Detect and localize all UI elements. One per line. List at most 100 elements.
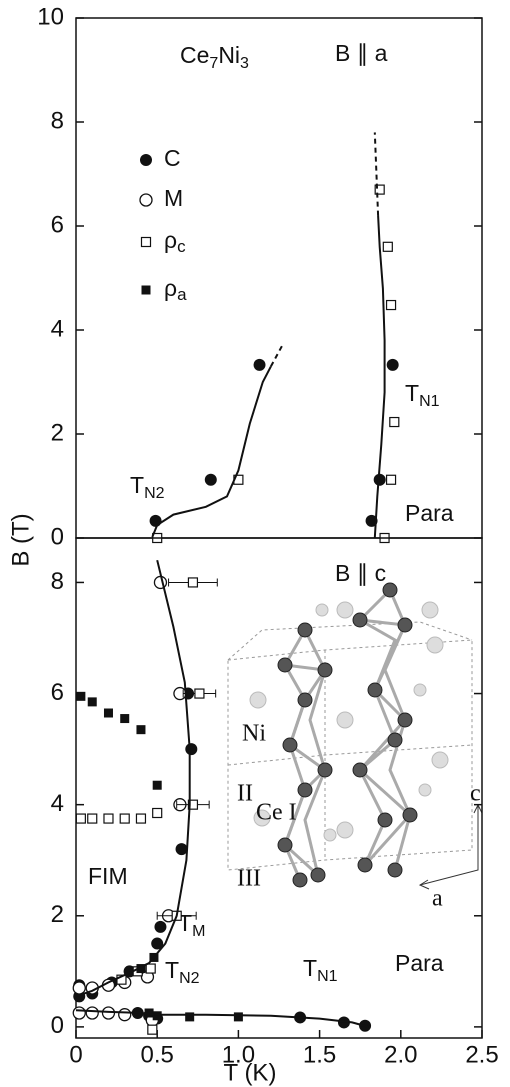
subtitle: B ∥ a — [335, 40, 388, 66]
legend-label: ρa — [164, 275, 187, 304]
data-point — [88, 814, 97, 823]
inset-label: a — [432, 886, 443, 912]
y-axis-label: B (T) — [7, 513, 34, 566]
inset-label: III — [237, 866, 261, 892]
data-point — [73, 1007, 85, 1019]
chart-title: Ce7Ni3 — [180, 42, 249, 72]
data-point — [387, 301, 396, 310]
data-point — [154, 921, 166, 933]
annotation-sub: M — [192, 923, 205, 940]
data-point — [390, 418, 399, 427]
x-tick-label: 0 — [69, 1041, 82, 1068]
data-point — [387, 475, 396, 484]
x-tick-label: 2.5 — [465, 1041, 498, 1068]
inset-label: Ni — [242, 721, 266, 747]
data-point — [205, 474, 217, 486]
chart-title-sub: 3 — [240, 55, 249, 72]
data-point — [150, 515, 162, 527]
legend-marker — [142, 286, 151, 295]
y-tick-label: 0 — [51, 1012, 64, 1039]
y-tick-label: 6 — [51, 211, 64, 238]
y-tick-label: 8 — [51, 107, 64, 134]
data-point — [195, 689, 204, 698]
annotation: Para — [405, 500, 454, 526]
data-point — [254, 359, 266, 371]
y-tick-label: 2 — [51, 901, 64, 928]
phase-line — [375, 132, 378, 215]
phase-line — [152, 366, 271, 537]
data-point — [148, 1025, 157, 1034]
data-point — [188, 578, 197, 587]
data-point — [383, 242, 392, 251]
data-point — [73, 982, 85, 994]
y-tick-label: 0 — [51, 523, 64, 550]
data-point — [88, 697, 97, 706]
data-point — [104, 709, 113, 718]
plot-frame — [76, 18, 482, 538]
legend-label: M — [164, 185, 183, 211]
x-tick-label: 1.5 — [303, 1041, 336, 1068]
data-point — [153, 1011, 162, 1020]
crystal-inset — [228, 583, 482, 889]
annotation: TN1 — [303, 955, 338, 985]
y-tick-label: 8 — [51, 568, 64, 595]
data-point — [136, 725, 145, 734]
y-tick-label: 6 — [51, 679, 64, 706]
annotation-part: FIM — [88, 863, 128, 889]
y-tick-label: 4 — [51, 315, 64, 342]
inset-label: Ce I — [256, 800, 297, 826]
data-point — [120, 714, 129, 723]
chart-title-part: Ce — [180, 42, 209, 68]
annotation: TN2 — [165, 957, 200, 987]
annotation: TM — [178, 910, 205, 940]
annotation-sub: N1 — [317, 968, 338, 985]
annotation: TN1 — [405, 380, 440, 410]
phase-line — [271, 346, 282, 367]
legend-marker — [140, 194, 152, 206]
data-point — [387, 359, 399, 371]
chart-title-part: Ni — [218, 42, 240, 68]
inset-label: II — [237, 781, 253, 807]
annotation-part: Para — [405, 500, 454, 526]
annotation: Para — [395, 950, 444, 976]
legend-marker — [142, 238, 151, 247]
annotation-sub: N2 — [144, 485, 165, 502]
annotation: TN2 — [130, 472, 165, 502]
phase-line — [76, 560, 190, 996]
annotation-part: T — [165, 957, 179, 983]
legend-marker — [140, 154, 152, 166]
legend-label: C — [164, 145, 181, 171]
y-tick-label: 2 — [51, 419, 64, 446]
data-point — [76, 692, 85, 701]
data-point — [234, 1012, 243, 1021]
data-point — [146, 964, 155, 973]
legend-label: ρc — [164, 227, 186, 256]
data-point — [104, 814, 113, 823]
data-point — [76, 814, 85, 823]
data-point — [86, 1007, 98, 1019]
y-tick-label: 10 — [37, 3, 64, 30]
data-point — [153, 809, 162, 818]
annotation-part: T — [130, 472, 144, 498]
y-tick-label: 4 — [51, 790, 64, 817]
annotation-sub: N1 — [419, 393, 440, 410]
data-point — [185, 743, 197, 755]
subtitle: B ∥ c — [335, 560, 386, 586]
data-point — [119, 1009, 131, 1021]
x-tick-label: 2.0 — [384, 1041, 417, 1068]
data-point — [136, 814, 145, 823]
annotation-part: Para — [395, 950, 444, 976]
annotation: FIM — [88, 863, 128, 889]
x-axis-label: T (K) — [224, 1059, 277, 1086]
inset-label: c — [470, 781, 481, 807]
data-point — [153, 781, 162, 790]
chart-title-sub: 7 — [209, 55, 218, 72]
phase-line — [375, 216, 385, 538]
data-point — [176, 843, 188, 855]
annotation-part: T — [303, 955, 317, 981]
annotation-sub: N2 — [179, 970, 200, 987]
annotation-part: T — [405, 380, 419, 406]
x-tick-label: 0.5 — [141, 1041, 174, 1068]
figure: 0246810Ce7Ni3B ∥ aB (T)TN2TN1ParaCMρcρa0… — [0, 0, 510, 1087]
data-point — [120, 814, 129, 823]
